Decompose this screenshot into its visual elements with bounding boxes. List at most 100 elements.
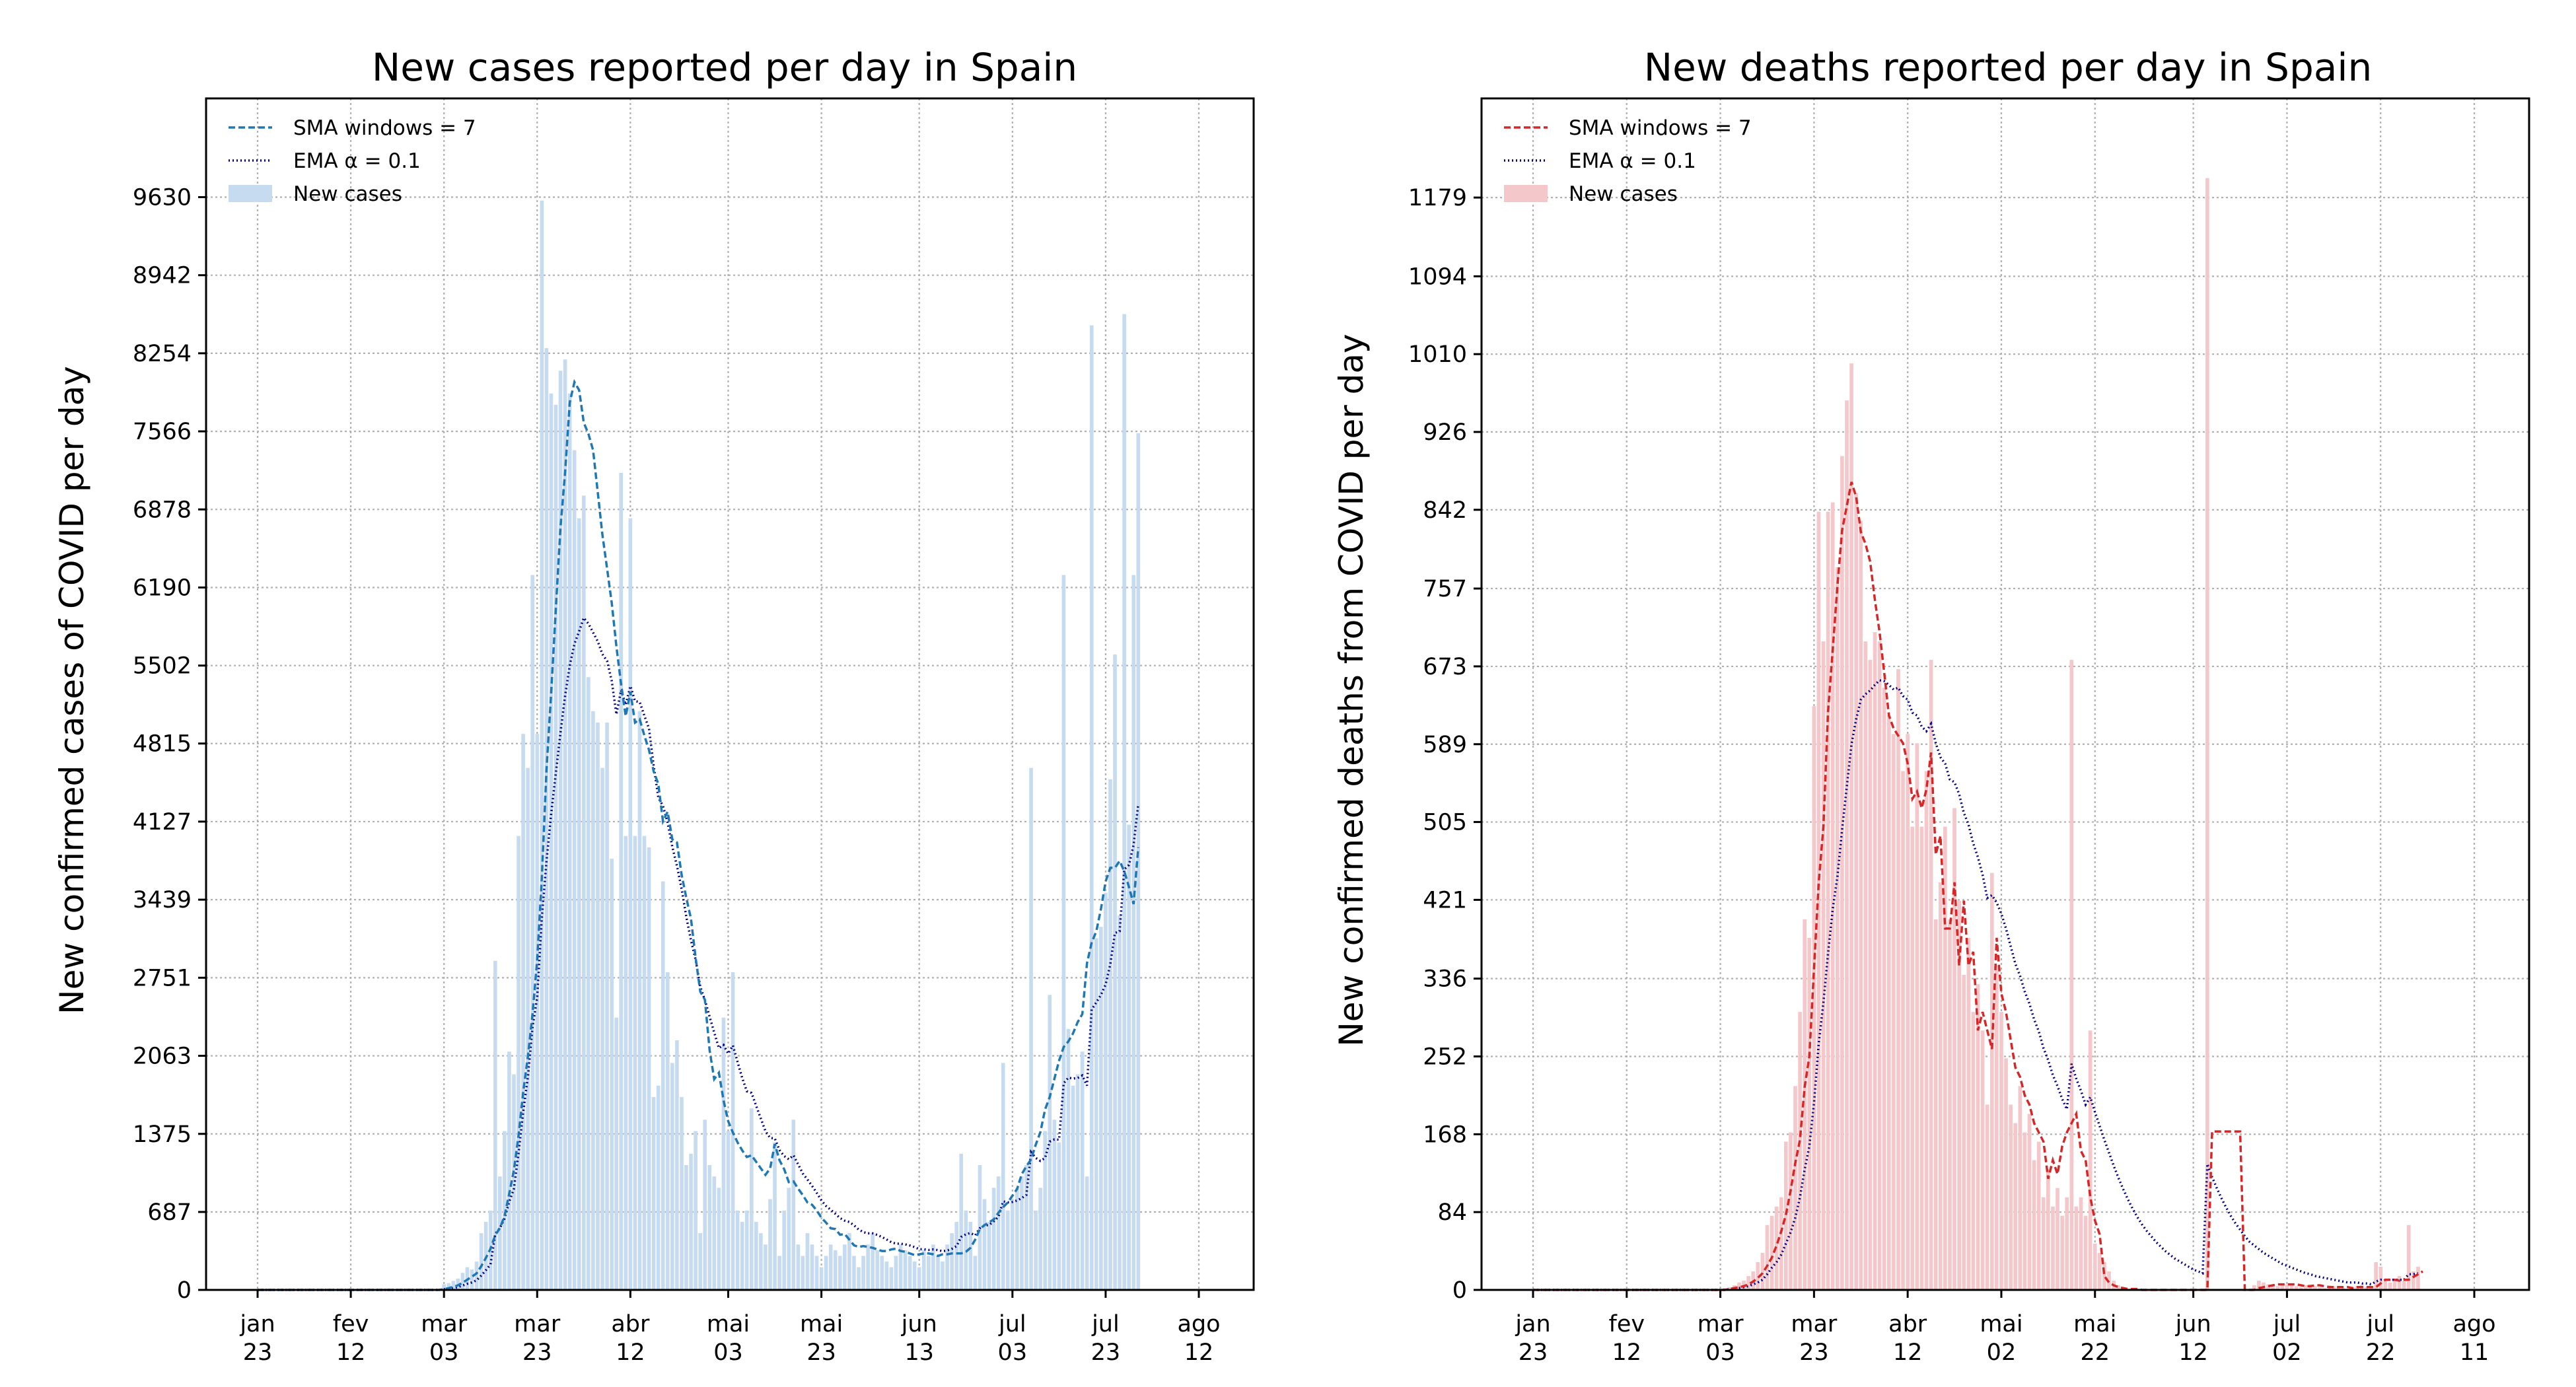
deaths-bar	[1877, 641, 1882, 1290]
cases-bar	[1015, 1188, 1019, 1290]
cases-bar	[721, 1017, 726, 1290]
cases-xtick-label: jul 23	[1091, 1311, 1121, 1366]
cases-bar	[633, 836, 637, 1290]
deaths-xtick-label: mar 23	[1791, 1311, 1838, 1366]
cases-bar	[726, 1131, 731, 1290]
deaths-bar	[1849, 363, 1853, 1290]
cases-bar	[1118, 915, 1122, 1290]
cases-xtick-label: jan 23	[239, 1311, 275, 1366]
deaths-bar	[1929, 660, 1933, 1290]
cases-bar	[852, 1256, 856, 1290]
deaths-bar	[2412, 1271, 2415, 1290]
deaths-bar	[1803, 919, 1807, 1290]
deaths-bar	[1966, 937, 1971, 1290]
deaths-bar	[2056, 1188, 2059, 1290]
deaths-bar	[1760, 1252, 1765, 1290]
cases-bar	[1094, 938, 1098, 1290]
cases-bar	[819, 1267, 824, 1290]
deaths-ytick-label: 84	[1437, 1199, 1467, 1226]
deaths-ytick-label: 0	[1452, 1277, 1467, 1304]
deaths-chart-axes: 0 84 168 252 336 421 505 589 673 757 842 926 1010 109…	[1408, 97, 2530, 1366]
deaths-ytick-label: 842	[1423, 497, 1467, 524]
deaths-bar	[2271, 1285, 2275, 1290]
deaths-bar	[2205, 178, 2209, 1290]
deaths-xtick-label: ago 11	[2452, 1311, 2495, 1366]
cases-bar	[661, 881, 665, 1290]
deaths-bar	[1798, 1012, 1802, 1290]
cases-bar	[754, 1221, 758, 1290]
cases-bar	[987, 1221, 991, 1290]
cases-bar	[1048, 995, 1052, 1290]
deaths-xtick-label: fev 12	[1609, 1311, 1645, 1366]
cases-bar	[894, 1256, 898, 1290]
cases-xtick-label: mai 23	[800, 1311, 843, 1366]
cases-bar	[866, 1244, 870, 1290]
cases-bar	[1011, 1199, 1015, 1290]
cases-plot-frame	[205, 97, 1255, 1291]
cases-bar	[857, 1267, 861, 1290]
cases-bar	[1005, 1210, 1010, 1290]
cases-bar	[526, 767, 530, 1290]
deaths-bar	[2392, 1279, 2397, 1290]
cases-bar	[717, 1188, 721, 1290]
deaths-xtick-label: mar 03	[1698, 1311, 1744, 1366]
cases-bar	[875, 1250, 880, 1290]
cases-bar	[735, 1210, 740, 1290]
deaths-bar	[2041, 1197, 2046, 1290]
cases-bar	[544, 347, 549, 1290]
deaths-xtick-label: jul 02	[2272, 1311, 2302, 1366]
cases-bar	[768, 1199, 772, 1290]
deaths-bar	[1765, 1225, 1770, 1290]
cases-bar	[442, 1284, 446, 1290]
cases-bar	[996, 1176, 1001, 1290]
deaths-bar	[1886, 715, 1891, 1290]
cases-bar	[535, 734, 540, 1290]
cases-bar	[470, 1269, 474, 1290]
cases-xtick-label: jun 13	[901, 1311, 937, 1366]
deaths-bar	[1873, 632, 1877, 1290]
deaths-ytick-label: 926	[1423, 419, 1467, 446]
deaths-bar	[1882, 688, 1886, 1290]
deaths-bar	[1812, 706, 1816, 1290]
cases-bar	[558, 371, 563, 1291]
cases-bar	[927, 1256, 931, 1290]
cases-ytick-label: 1375	[133, 1121, 192, 1148]
cases-bar	[1104, 892, 1108, 1290]
deaths-xtick-label: jan 23	[1515, 1311, 1550, 1366]
cases-bar	[787, 1188, 791, 1290]
cases-bar	[843, 1244, 847, 1290]
cases-chart-title: New cases reported per day in Spain	[372, 45, 1077, 90]
cases-bar	[656, 1085, 661, 1290]
cases-bar	[530, 575, 535, 1290]
cases-bar	[610, 859, 614, 1290]
cases-bar	[651, 1096, 656, 1290]
deaths-bar	[1933, 919, 1938, 1290]
cases-bar	[698, 1233, 702, 1290]
deaths-sma-line	[1533, 481, 2423, 1291]
cases-xtick-label: mar 23	[514, 1311, 561, 1366]
deaths-bar	[2060, 1215, 2064, 1290]
deaths-bar	[1948, 919, 1952, 1290]
deaths-bar	[1896, 669, 1900, 1290]
cases-bar	[828, 1244, 833, 1290]
deaths-bar	[1943, 826, 1947, 1290]
deaths-bar	[1906, 734, 1910, 1290]
cases-bar	[521, 734, 525, 1290]
cases-bar	[1034, 1210, 1038, 1290]
cases-ytick-label: 8942	[133, 263, 192, 289]
cases-legend-label: SMA windows = 7	[293, 116, 476, 140]
deaths-bar	[2074, 1206, 2079, 1290]
deaths-legend-label: EMA α = 0.1	[1569, 149, 1696, 173]
deaths-ytick-label: 1179	[1408, 185, 1467, 211]
cases-bar	[605, 722, 609, 1290]
cases-bar	[1127, 824, 1131, 1290]
cases-bar	[581, 495, 586, 1291]
cases-bar	[512, 1074, 516, 1290]
cases-bar	[898, 1244, 903, 1290]
deaths-ytick-label: 336	[1423, 966, 1467, 993]
cases-bar	[1057, 1142, 1061, 1290]
deaths-bar	[1863, 641, 1868, 1290]
deaths-bar	[2397, 1275, 2402, 1290]
deaths-bar	[1952, 808, 1956, 1290]
deaths-bar	[1840, 456, 1844, 1291]
